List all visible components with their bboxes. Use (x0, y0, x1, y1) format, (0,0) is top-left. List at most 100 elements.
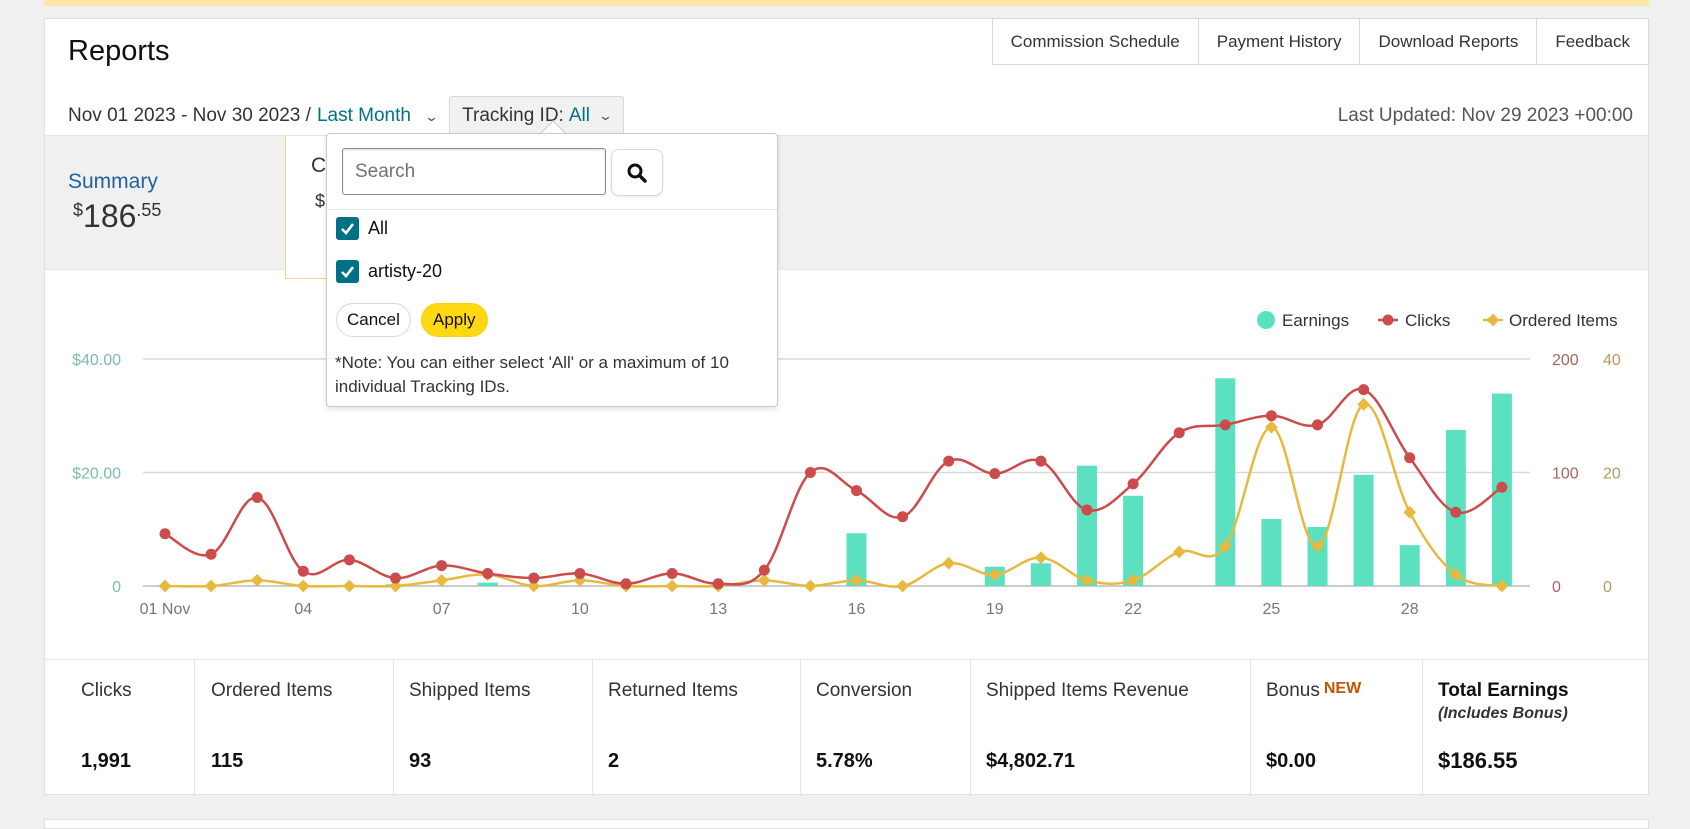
stat-ordered-items: Ordered Items 115 (195, 660, 394, 796)
earnings-bar (1399, 545, 1420, 586)
legend-clicks-label: Clicks (1405, 311, 1450, 330)
y-tick-label-left: 0 (112, 579, 121, 596)
stat-value: $186.55 (1438, 748, 1518, 773)
search-icon (627, 163, 647, 183)
clicks-point (1127, 478, 1139, 490)
legend-ordered-marker (1486, 313, 1500, 327)
ordered-items-point (158, 579, 172, 593)
top-banner-strip (44, 0, 1649, 6)
stat-value: $4,802.71 (986, 750, 1075, 772)
x-tick-label: 07 (433, 601, 451, 618)
stat-value: $0.00 (1266, 750, 1317, 772)
reports-panel: Reports Commission Schedule Payment Hist… (44, 18, 1649, 796)
x-tick-label: 04 (294, 601, 312, 618)
clicks-point (1173, 427, 1185, 439)
y-tick-label-right: 0 (1552, 579, 1561, 596)
clicks-point (1081, 504, 1093, 516)
clicks-point (205, 548, 217, 560)
cancel-button[interactable]: Cancel (336, 303, 411, 337)
legend-earnings-marker (1257, 311, 1275, 329)
clicks-point (620, 578, 632, 590)
stat-shipped-items: Shipped Items 93 (394, 660, 593, 796)
clicks-point (528, 572, 540, 584)
clicks-point (943, 455, 955, 467)
summary-value: $186.55 (73, 198, 161, 235)
clicks-point (1496, 481, 1508, 493)
apply-button[interactable]: Apply (421, 303, 488, 337)
x-tick-label: 10 (571, 601, 589, 618)
y-tick-label-right: 100 (1552, 466, 1579, 483)
ordered-items-point (343, 579, 356, 593)
clicks-point (666, 568, 678, 580)
stats-row: Clicks 1,991 Ordered Items 115 Shipped I… (45, 659, 1648, 796)
ordered-items-point (296, 579, 310, 593)
tab-payment-history[interactable]: Payment History (1198, 18, 1361, 65)
clicks-point (1035, 455, 1047, 467)
earnings-bar (1030, 563, 1051, 586)
ordered-items-line (164, 403, 1503, 588)
tracking-id-dropdown: All artisty-20 Cancel Apply *Note: You c… (326, 133, 778, 407)
tracking-search-input[interactable] (342, 148, 606, 195)
ordered-items-point (942, 556, 956, 570)
checkbox-all[interactable] (336, 217, 359, 240)
stat-clicks: Clicks 1,991 (45, 660, 195, 796)
earnings-bar (1353, 474, 1374, 586)
stat-bonus: Bonus NEW $0.00 (1251, 660, 1423, 796)
stat-value: 93 (409, 750, 432, 772)
period-label: Last Month (316, 105, 411, 126)
y-tick-label-left: $40.00 (72, 352, 121, 369)
ordered-items-point (250, 573, 264, 587)
y-tick-label-right2: 40 (1603, 352, 1621, 369)
summary-value-main: 186 (83, 198, 137, 234)
option-label-all[interactable]: All (368, 218, 389, 238)
stat-total-earnings: Total Earnings (Includes Bonus) $186.55 (1423, 660, 1648, 796)
clicks-point (574, 568, 586, 580)
x-tick-label: 28 (1401, 601, 1419, 618)
earnings-bar (1123, 495, 1144, 586)
option-label-artisty-20[interactable]: artisty-20 (368, 261, 443, 281)
ordered-items-point (204, 579, 218, 593)
last-updated: Last Updated: Nov 29 2023 +00:00 (1337, 105, 1633, 126)
clicks-point (712, 578, 724, 590)
search-button[interactable] (611, 149, 663, 196)
legend-ordered-label: Ordered Items (1509, 311, 1618, 330)
date-filter-row: Nov 01 2023 - Nov 30 2023 / Last Month ⌄… (68, 96, 624, 136)
x-tick-label: 22 (1124, 601, 1142, 618)
ordered-items-point (1403, 505, 1417, 519)
stat-sublabel: (Includes Bonus) (1438, 705, 1568, 722)
tab-commission-schedule[interactable]: Commission Schedule (991, 18, 1199, 65)
summary-tab[interactable]: Summary (68, 170, 158, 193)
y-tick-label-right2: 20 (1603, 466, 1621, 483)
earnings-bar (846, 533, 867, 586)
stat-shipped-revenue: Shipped Items Revenue $4,802.71 (971, 660, 1251, 796)
commission-card-value: $ (315, 191, 326, 211)
tracking-value: All (568, 105, 590, 126)
stat-value: 1,991 (81, 750, 132, 772)
stat-label: Shipped Items (409, 680, 531, 701)
currency-symbol: $ (73, 200, 84, 220)
clicks-point (1358, 384, 1370, 396)
page-title: Reports (68, 35, 170, 67)
clicks-point (804, 467, 816, 478)
clicks-point (897, 511, 909, 523)
chevron-down-icon: ⌄ (597, 108, 614, 123)
clicks-point (1404, 452, 1416, 464)
tab-download-reports[interactable]: Download Reports (1360, 18, 1538, 65)
lower-panel-edge (44, 819, 1649, 829)
date-range-text: Nov 01 2023 - Nov 30 2023 / (68, 105, 311, 126)
tracking-id-selector[interactable]: Tracking ID: All ⌄ (449, 96, 624, 136)
checkbox-artisty-20[interactable] (336, 260, 359, 283)
clicks-point (1450, 506, 1462, 518)
legend-earnings-label: Earnings (1282, 311, 1349, 330)
y-tick-label-right2: 0 (1603, 579, 1612, 596)
period-selector[interactable]: Last Month ⌄ (316, 105, 439, 127)
tab-feedback[interactable]: Feedback (1537, 18, 1649, 65)
clicks-point (989, 468, 1001, 480)
earnings-chart: 0 $20.00 $40.00 0 100 200 0 20 40 01 Nov 04 07 10 13 1… (72, 311, 1621, 618)
clicks-point (159, 528, 171, 540)
stat-label: Shipped Items Revenue (986, 680, 1189, 701)
stat-label-row: Bonus NEW (1266, 680, 1422, 702)
earnings-bar (1077, 465, 1097, 586)
stat-conversion: Conversion 5.78% (801, 660, 971, 796)
clicks-point (1312, 419, 1323, 431)
